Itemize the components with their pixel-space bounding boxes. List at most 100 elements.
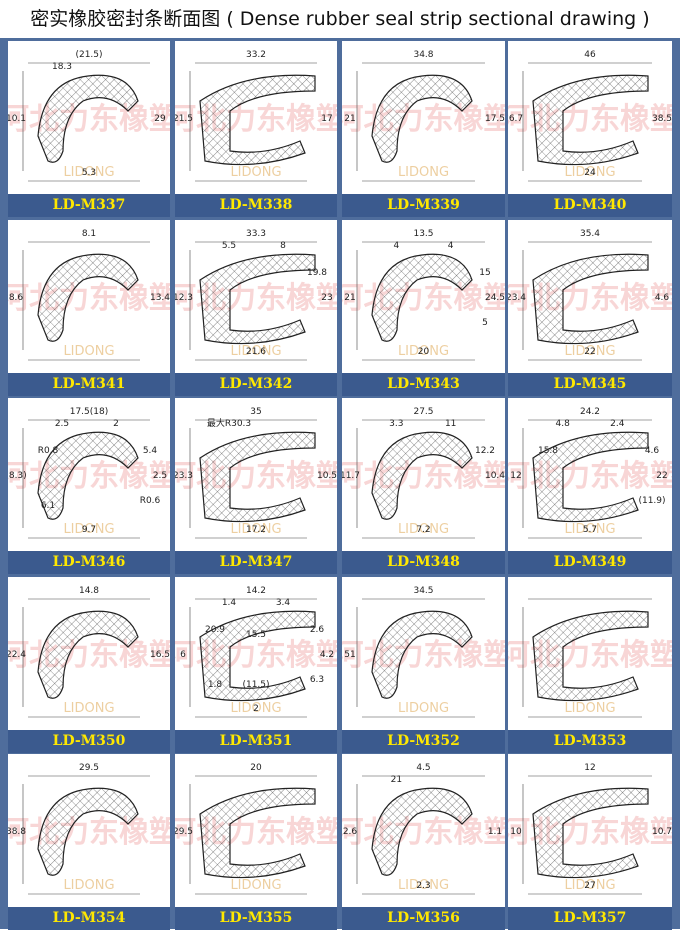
- code-label: LD-M343: [342, 373, 505, 396]
- logo: LIDONG: [398, 344, 449, 359]
- code-label: LD-M340: [508, 194, 672, 217]
- logo: LIDONG: [63, 878, 114, 893]
- dimension: 5: [482, 318, 488, 328]
- drawing: 河北力东橡塑 LIDONG 8.1 8.6 13.4: [8, 229, 170, 361]
- profile: [37, 74, 139, 163]
- drawing: 河北力东橡塑 LIDONG 14.2 6 4.2 2 1.4 3.4 2.6 6.3 20.9 1.8…: [175, 586, 337, 718]
- dimension: 15.5: [246, 630, 266, 640]
- dimension: 34.5: [413, 586, 433, 596]
- code-label: LD-M341: [8, 373, 170, 396]
- profile: [371, 610, 473, 699]
- drawing: 河北力东橡塑 LIDONG 20 29.5: [175, 763, 337, 895]
- logo: LIDONG: [230, 344, 281, 359]
- logo: LIDONG: [230, 165, 281, 180]
- dimension: 10.5: [317, 471, 337, 481]
- dimension: 4.6: [645, 446, 660, 456]
- cell: 河北力东橡塑 LIDONG: [508, 577, 672, 730]
- dimension: 2.4: [610, 419, 625, 429]
- profile: [199, 74, 316, 166]
- drawing: 河北力东橡塑 LIDONG 33.2 21.5 17: [175, 50, 337, 182]
- dimension: 16.5: [150, 650, 170, 660]
- dimension: 29.5: [175, 827, 193, 837]
- watermark: 河北力东橡塑: [508, 102, 672, 137]
- dimension: 18.3: [52, 62, 72, 72]
- dimension: 22: [584, 347, 595, 357]
- dimension: 22: [656, 471, 667, 481]
- cell: 河北力东橡塑 LIDONG 14.2 6 4.2 2 1.4 3.4 2.6 6.3 20.9 1.8…: [175, 577, 337, 730]
- dimension: 33.3: [246, 229, 266, 239]
- watermark: 河北力东橡塑: [508, 281, 672, 316]
- dimension: 3.3: [389, 419, 403, 429]
- dimension: 10.4: [485, 471, 505, 481]
- dimension: 2.5: [153, 471, 167, 481]
- profile: [371, 74, 473, 163]
- watermark: 河北力东橡塑: [8, 815, 170, 850]
- dimension: 6.1: [41, 501, 55, 511]
- cell: 河北力东橡塑 LIDONG 34.5 51: [342, 577, 505, 730]
- dimension: 23.4: [508, 293, 526, 303]
- dimension: R0.8: [38, 446, 59, 456]
- code-label: LD-M357: [508, 907, 672, 930]
- logo: LIDONG: [398, 165, 449, 180]
- dimension: 2.6: [343, 827, 358, 837]
- drawing: 河北力东橡塑 LIDONG 4.5 2.6 1.1 2.3 21: [342, 763, 505, 895]
- profile: [532, 610, 649, 702]
- watermark: 河北力东橡塑: [8, 638, 170, 673]
- dimension: 12: [584, 763, 595, 773]
- cell: 河北力东橡塑 LIDONG 33.3 12.3 23 21.6 5.5 8 19.8: [175, 220, 337, 373]
- code-label: LD-M352: [342, 730, 505, 753]
- dimension: 8: [280, 241, 286, 251]
- dimension: 2: [113, 419, 119, 429]
- dimension: 22.4: [8, 650, 26, 660]
- cell: 河北力东橡塑 LIDONG 4.5 2.6 1.1 2.3 21: [342, 754, 505, 907]
- code-label: LD-M338: [175, 194, 337, 217]
- dimension: 17: [321, 114, 332, 124]
- profile: [37, 787, 139, 876]
- cell: 河北力东橡塑 LIDONG 17.5(18) (8.3) 2.5 9.7 2.5 2 5.4 R0…: [8, 398, 170, 551]
- drawing: 河北力东橡塑 LIDONG 12 10 10.7 27: [508, 763, 672, 895]
- profile: [371, 787, 473, 876]
- profile: [199, 253, 316, 345]
- watermark: 河北力东橡塑: [342, 638, 505, 673]
- dimension: 1.4: [222, 598, 237, 608]
- logo: LIDONG: [230, 522, 281, 537]
- dimension: 20.9: [205, 625, 225, 635]
- profile: [532, 74, 649, 166]
- profile: [532, 431, 649, 523]
- watermark: 河北力东橡塑: [175, 638, 337, 673]
- dimension: 4: [393, 241, 399, 251]
- dimension: 9.7: [82, 525, 96, 535]
- dimension: 1.8: [208, 680, 223, 690]
- dimension: 13.4: [150, 293, 170, 303]
- code-label: LD-M348: [342, 551, 505, 574]
- drawing: 河北力东橡塑 LIDONG 17.5(18) (8.3) 2.5 9.7 2.5 2 5.4 R0…: [8, 407, 170, 539]
- cell: 河北力东橡塑 LIDONG 27.5 11.7 10.4 7.2 3.3 11 12.2: [342, 398, 505, 551]
- watermark: 河北力东橡塑: [342, 281, 505, 316]
- dimension: 34.8: [413, 50, 433, 60]
- dimension: 17.5: [485, 114, 505, 124]
- drawing: 河北力东橡塑 LIDONG 34.5 51: [342, 586, 505, 718]
- dimension: 27: [584, 881, 595, 891]
- cell: 河北力东橡塑 LIDONG (21.5) 10.1 29 5.3 18.3: [8, 41, 170, 194]
- profile: [532, 787, 649, 879]
- dimension: 4.5: [416, 763, 430, 773]
- dimension: 4.6: [655, 293, 670, 303]
- drawing: 河北力东橡塑 LIDONG 29.5 38.8: [8, 763, 170, 895]
- dimension: 5.7: [583, 525, 597, 535]
- logo: LIDONG: [564, 344, 615, 359]
- dimension: 12.2: [475, 446, 495, 456]
- watermark: 河北力东橡塑: [8, 459, 170, 494]
- logo: LIDONG: [564, 165, 615, 180]
- cell: 河北力东橡塑 LIDONG 8.1 8.6 13.4: [8, 220, 170, 373]
- cell: 河北力东橡塑 LIDONG 12 10 10.7 27: [508, 754, 672, 907]
- dimension: 21: [391, 775, 402, 785]
- dimension: 6.3: [310, 675, 324, 685]
- code-label: LD-M355: [175, 907, 337, 930]
- logo: LIDONG: [564, 701, 615, 716]
- watermark: 河北力东橡塑: [342, 815, 505, 850]
- profile: [37, 431, 139, 520]
- dimension: 17.2: [246, 525, 266, 535]
- watermark: 河北力东橡塑: [508, 638, 672, 673]
- logo: LIDONG: [564, 878, 615, 893]
- dimension: 最大R30.3: [207, 417, 251, 429]
